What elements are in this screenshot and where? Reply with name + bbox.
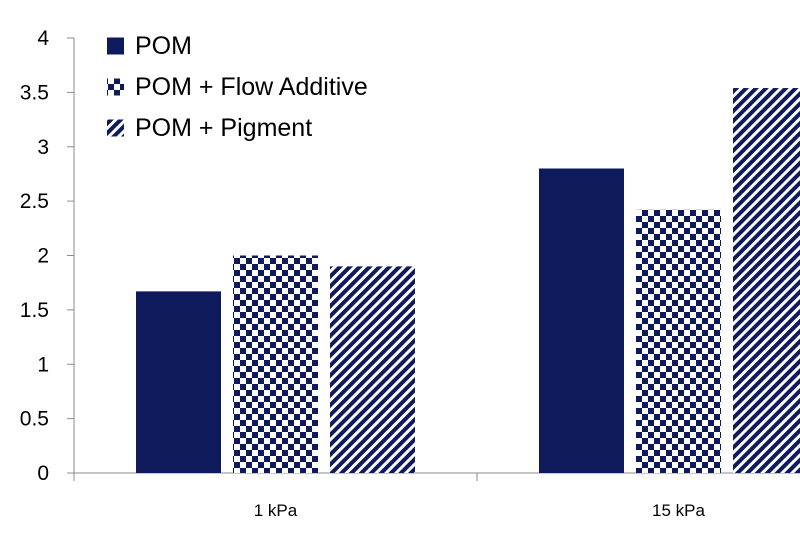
y-tick-label: 2.5 [20,190,49,213]
y-tick-label: 4 [37,27,49,50]
y-tick-label: 0.5 [20,408,49,431]
y-tick-label: 2 [37,245,49,268]
legend-swatch [107,78,124,96]
bar [136,291,221,473]
legend-label: POM + Pigment [135,114,312,142]
legend-label: POM [135,32,192,60]
bar [330,266,415,473]
y-tick-label: 3 [37,136,49,159]
y-tick-label: 0 [37,462,49,485]
bar [233,255,318,473]
x-tick-label: 1 kPa [254,501,298,520]
x-tick-label: 15 kPa [652,501,705,520]
legend-label: POM + Flow Additive [135,73,368,101]
bar [733,88,800,474]
legend: POM POM + Flow Additive POM + Pigment [107,32,368,142]
y-tick-label: 1.5 [20,299,49,322]
y-tick-label: 3.5 [20,81,49,104]
bar [539,168,624,473]
legend-swatch [107,37,124,55]
bar [636,209,721,473]
legend-swatch [107,119,124,137]
bars [136,88,800,474]
y-tick-label: 1 [37,353,49,376]
axes: 0 0.5 1 1.5 2 2.5 3 3.5 4 1 kPa 15 kPa [20,27,800,520]
